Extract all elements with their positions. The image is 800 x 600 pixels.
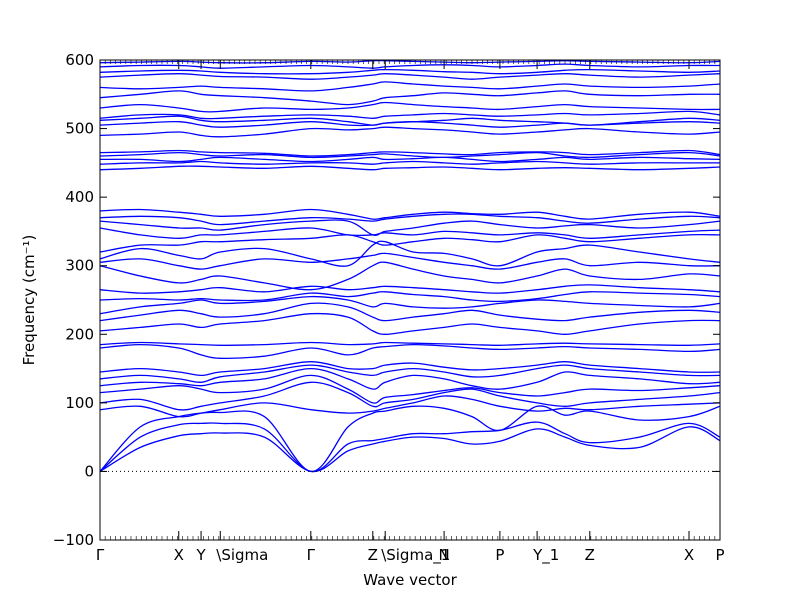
band-line-13 xyxy=(99,302,721,322)
band-line-25 xyxy=(99,165,721,171)
band-line-2 xyxy=(99,421,721,473)
band-line-38 xyxy=(99,68,721,75)
plot-background xyxy=(100,60,720,540)
band-line-23 xyxy=(99,213,721,226)
x-tick-label-11: Z xyxy=(585,546,595,564)
x-tick-label-12: X xyxy=(684,546,694,564)
x-tick-label-6: Z xyxy=(368,546,378,564)
band-line-5 xyxy=(99,381,721,411)
band-line-26 xyxy=(99,160,720,165)
band-line-7 xyxy=(99,367,721,390)
band-line-10 xyxy=(99,343,721,359)
band-line-18 xyxy=(99,252,721,270)
band-line-22 xyxy=(99,219,721,236)
band-line-15 xyxy=(99,291,721,303)
y-axis-label: Frequency (cm⁻¹) xyxy=(20,235,38,366)
band-line-6 xyxy=(99,374,721,404)
x-tick-label-10: Y_1 xyxy=(532,546,559,565)
band-line-8 xyxy=(99,364,721,383)
y-tick-label: 600 xyxy=(65,51,94,69)
band-line-20 xyxy=(99,233,721,253)
band-line-17 xyxy=(99,261,721,291)
band-line-40 xyxy=(99,59,721,64)
y-tick-label: 300 xyxy=(65,257,94,275)
y-tick-label: 200 xyxy=(65,325,94,343)
x-tick-label-7: \Sigma_1 xyxy=(381,546,450,565)
band-line-1 xyxy=(99,426,721,473)
band-line-19 xyxy=(99,240,721,267)
x-tick-label-3: Y xyxy=(195,546,206,564)
x-tick-label-5: Γ xyxy=(307,546,316,564)
x-minor-ticks xyxy=(99,60,721,540)
y-tick-label: 0 xyxy=(84,462,94,480)
x-tick-label-9: P xyxy=(495,546,504,564)
y-axis-ticks: −100 0 100 200 300 400 500 600 xyxy=(53,51,720,549)
band-line-24 xyxy=(99,208,721,220)
y-tick-label: −100 xyxy=(53,531,94,549)
band-line-32 xyxy=(99,115,721,126)
band-line-35 xyxy=(99,90,721,106)
band-line-11 xyxy=(99,341,721,346)
band-line-27 xyxy=(99,156,721,163)
y-tick-label: 400 xyxy=(65,188,94,206)
x-tick-label-1: Γ xyxy=(96,546,105,564)
band-line-37 xyxy=(99,73,721,80)
band-line-30 xyxy=(99,126,721,138)
y-tick-label: 500 xyxy=(65,120,94,138)
y-tick-label: 100 xyxy=(65,394,94,412)
band-line-21 xyxy=(99,227,721,239)
band-line-28 xyxy=(99,151,721,159)
band-line-33 xyxy=(99,110,721,120)
band-line-14 xyxy=(99,295,721,315)
x-tick-label-2: X xyxy=(174,546,184,564)
band-line-29 xyxy=(99,149,721,157)
band-line-16 xyxy=(99,284,721,294)
band-line-39 xyxy=(99,63,721,69)
x-tick-label-13: P xyxy=(715,546,724,564)
plot-frame xyxy=(99,59,721,541)
band-line-4 xyxy=(99,395,721,418)
band-line-34 xyxy=(99,101,721,113)
x-tick-label-8: N xyxy=(438,546,449,564)
x-axis-label: Wave vector xyxy=(363,571,457,589)
band-line-12 xyxy=(99,312,721,335)
x-tick-label-4: \Sigma xyxy=(216,546,268,564)
phonon-bands xyxy=(99,59,721,473)
band-line-36 xyxy=(99,81,721,92)
band-line-9 xyxy=(99,361,721,377)
